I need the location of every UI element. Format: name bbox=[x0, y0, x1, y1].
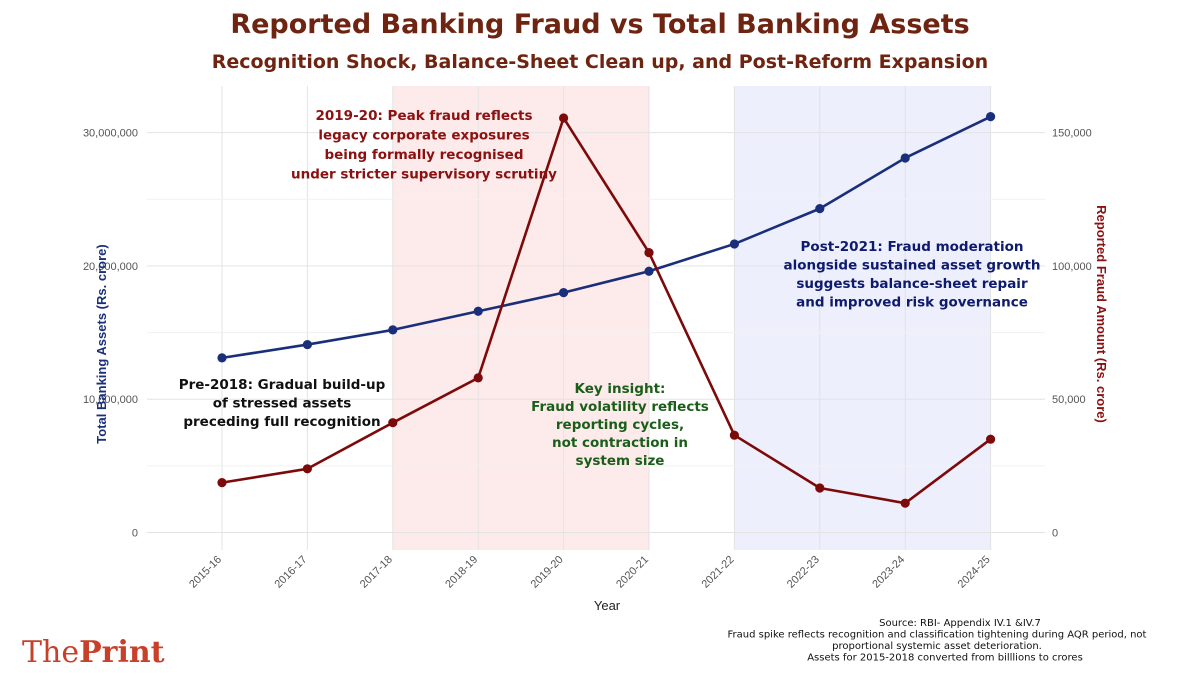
source-note-line: Fraud spike reflects recognition and cla… bbox=[728, 630, 1147, 641]
series-1-point bbox=[388, 325, 398, 335]
y-right-tick-label: 100,000 bbox=[1052, 261, 1092, 273]
series-2-point bbox=[217, 478, 227, 488]
x-axis-title: Year bbox=[594, 598, 621, 613]
source-note-line: Source: RBI- Appendix IV.1 &IV.7 bbox=[879, 618, 1041, 629]
series-1-point bbox=[217, 353, 227, 363]
series-1-point bbox=[815, 204, 825, 214]
series-1-point bbox=[986, 112, 996, 122]
series-2-point bbox=[986, 434, 996, 444]
annotation-line: Fraud volatility reflects bbox=[531, 399, 709, 415]
annotation-line: legacy corporate exposures bbox=[318, 128, 529, 144]
annotation-line: Pre-2018: Gradual build-up bbox=[179, 377, 386, 393]
y-left-tick-label: 10,000,000 bbox=[83, 394, 138, 406]
x-tick-label: 2016-17 bbox=[272, 554, 309, 591]
x-tick-label: 2015-16 bbox=[187, 554, 224, 591]
annotation-line: alongside sustained asset growth bbox=[783, 258, 1040, 274]
series-1-point bbox=[559, 287, 569, 298]
x-tick-label: 2024-25 bbox=[956, 554, 993, 591]
series-1-point bbox=[729, 239, 740, 249]
y-left-tick-label: 20,000,000 bbox=[83, 261, 138, 273]
y-axis-right-title: Reported Fraud Amount (Rs. crore) bbox=[1094, 205, 1109, 423]
shaded-region-2 bbox=[734, 86, 991, 550]
series-2-point bbox=[900, 498, 910, 508]
shaded-region-1 bbox=[392, 86, 649, 550]
series-line-1 bbox=[221, 115, 992, 360]
series-2-point bbox=[388, 418, 398, 428]
annotation-line: not contraction in bbox=[552, 435, 688, 451]
annotation-line: Post-2021: Fraud moderation bbox=[801, 239, 1024, 255]
y-right-tick-label: 150,000 bbox=[1052, 128, 1092, 140]
x-tick-label: 2022-23 bbox=[785, 554, 822, 591]
x-tick-label: 2021-22 bbox=[699, 554, 736, 591]
y-axis-left-title: Total Banking Assets (Rs. crore) bbox=[94, 244, 109, 443]
annotation-line: being formally recognised bbox=[324, 147, 523, 163]
chart-title: Reported Banking Fraud vs Total Banking … bbox=[230, 9, 969, 40]
series-line-2 bbox=[221, 116, 992, 505]
series-2-point bbox=[302, 464, 312, 474]
y-right-tick-label: 0 bbox=[1052, 528, 1058, 540]
annotation-line: 2019-20: Peak fraud reflects bbox=[316, 108, 533, 124]
brand-logo-print: Print bbox=[79, 635, 165, 670]
annotation-4: Key insight: Fraud volatility reflects rep… bbox=[531, 381, 709, 469]
series-2-point bbox=[473, 373, 483, 383]
x-tick-label: 2017-18 bbox=[358, 554, 395, 591]
series-1-point bbox=[644, 266, 654, 276]
annotation-line: of stressed assets bbox=[213, 396, 352, 412]
y-right-tick-label: 50,000 bbox=[1052, 394, 1086, 406]
y-left-tick-label: 30,000,000 bbox=[83, 128, 138, 140]
series-2-point bbox=[815, 483, 825, 493]
source-note-line: proportional systemic asset deterioratio… bbox=[832, 641, 1042, 652]
x-tick-label: 2020-21 bbox=[614, 554, 651, 591]
series-2-point bbox=[559, 113, 569, 123]
brand-logo-the: The bbox=[22, 635, 79, 670]
x-tick-label: 2019-20 bbox=[529, 554, 566, 591]
x-tick-label: 2018-19 bbox=[443, 554, 480, 591]
source-note-line: Assets for 2015-2018 converted from bill… bbox=[807, 653, 1083, 664]
x-tick-label: 2023-24 bbox=[870, 554, 907, 591]
annotation-2: Post-2021: Fraud moderation alongside sus… bbox=[783, 239, 1040, 311]
annotation-line: under stricter supervisory scrutiny bbox=[291, 167, 557, 183]
annotation-line: preceding full recognition bbox=[183, 414, 380, 430]
series-1-point bbox=[473, 306, 483, 316]
annotation-line: suggests balance-sheet repair bbox=[796, 276, 1028, 292]
series-1-point bbox=[302, 339, 312, 350]
annotation-3: Pre-2018: Gradual build-up of stressed as… bbox=[179, 377, 386, 430]
series-1-point bbox=[900, 153, 910, 163]
annotation-1: 2019-20: Peak fraud reflects legacy corpo… bbox=[291, 108, 557, 183]
annotation-line: Key insight: bbox=[575, 381, 666, 397]
chart-subtitle: Recognition Shock, Balance-Sheet Clean u… bbox=[212, 51, 988, 73]
series-2-point bbox=[729, 430, 740, 440]
series-2-point bbox=[644, 248, 654, 258]
annotation-line: reporting cycles, bbox=[556, 417, 684, 433]
annotation-line: and improved risk governance bbox=[796, 295, 1028, 311]
y-left-tick-label: 0 bbox=[132, 528, 138, 540]
brand-logo: ThePrint bbox=[22, 635, 165, 670]
annotation-line: system size bbox=[576, 453, 665, 469]
